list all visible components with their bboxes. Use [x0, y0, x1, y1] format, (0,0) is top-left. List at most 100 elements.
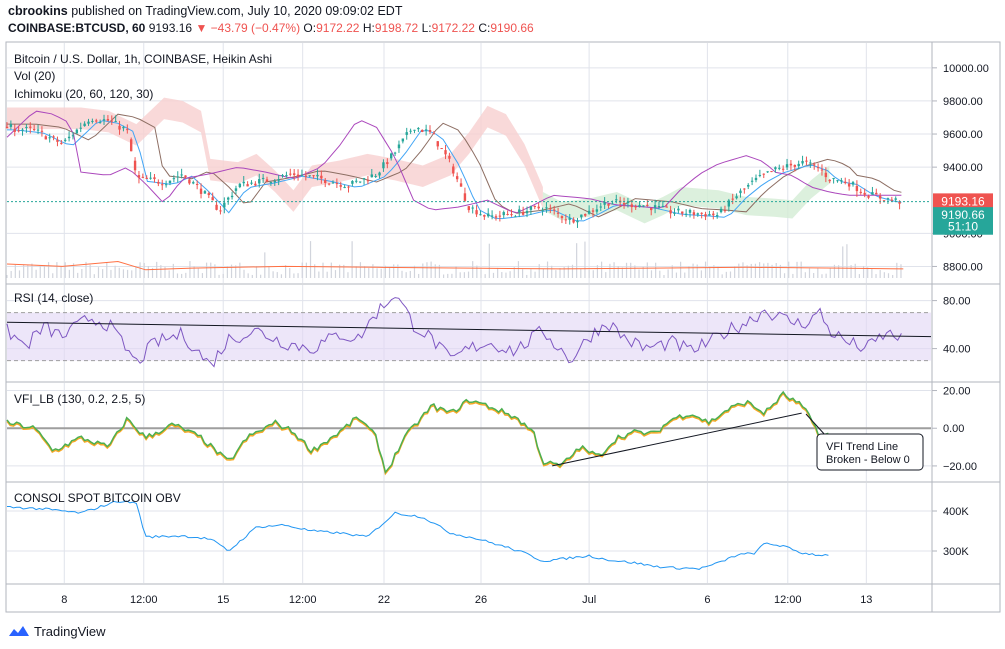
candle-body	[436, 141, 439, 147]
candle-body	[29, 126, 32, 128]
candle-body	[331, 182, 335, 184]
candle-body	[211, 197, 214, 201]
candle-body	[157, 181, 160, 184]
x-tick-label: 6	[704, 594, 710, 606]
candle-body	[890, 199, 894, 201]
candle-body	[281, 175, 284, 177]
candle-body	[541, 210, 544, 212]
price-tag-text: 51:10	[948, 220, 978, 234]
candle-body	[564, 219, 568, 221]
candle-body	[114, 121, 117, 123]
candle-body	[374, 176, 377, 178]
symbol-label[interactable]: COINBASE:BTCUSD, 60	[8, 21, 146, 35]
obv-line	[7, 500, 829, 570]
candle-body	[684, 213, 688, 215]
candle-body	[855, 186, 859, 192]
candle-body	[591, 210, 595, 212]
candle-body	[192, 182, 195, 184]
candle-body	[304, 175, 308, 177]
candle-body	[805, 160, 808, 162]
candle-body	[308, 175, 311, 177]
candle-body	[347, 186, 350, 188]
candle-body	[370, 174, 373, 178]
high-label: H:	[362, 21, 375, 35]
candle-body	[479, 214, 482, 216]
candle-body	[324, 180, 327, 184]
candle-body	[898, 201, 901, 204]
high-value: 9198.72	[374, 21, 419, 35]
callout-box	[816, 433, 924, 471]
publish-line: cbrookins published on TradingView.com, …	[8, 4, 402, 18]
rsi-tick-label: 40.00	[943, 344, 971, 356]
price-pane[interactable]	[5, 97, 931, 278]
obv-tick-label: 300K	[943, 546, 969, 558]
candle-body	[681, 211, 684, 214]
candle-body	[44, 136, 48, 140]
candle-body	[141, 176, 145, 178]
candle-body	[688, 210, 692, 213]
candle-body	[521, 211, 525, 215]
x-tick-label: 26	[475, 594, 487, 606]
candle-body	[630, 204, 634, 208]
candle-body	[719, 208, 723, 213]
ichimoku-conversion-line	[7, 120, 902, 222]
candle-body	[122, 127, 125, 129]
vfi-trendline	[552, 412, 802, 467]
candle-body	[467, 206, 471, 211]
candle-body	[584, 214, 587, 216]
vfi-tick-label: −20.00	[943, 461, 977, 473]
candle-body	[661, 205, 665, 207]
candle-body	[21, 129, 24, 131]
candle-body	[622, 203, 626, 205]
candle-body	[161, 184, 164, 186]
price-tag-text: 9193.16	[941, 194, 985, 208]
candle-body	[483, 215, 486, 217]
candle-body	[673, 212, 676, 214]
vfi-annotation-callout[interactable]: VFI Trend Line Broken - Below 0	[805, 413, 924, 471]
candle-body	[91, 120, 94, 122]
candle-body	[731, 198, 734, 200]
candle-body	[351, 181, 354, 184]
candle-body	[747, 184, 750, 187]
candle-body	[847, 183, 851, 187]
candle-body	[828, 179, 831, 182]
x-tick-label: 12:00	[289, 594, 317, 606]
candle-body	[754, 177, 758, 181]
candle-body	[9, 124, 13, 127]
open-label: O:	[303, 21, 317, 35]
candle-body	[607, 203, 610, 206]
candle-body	[646, 204, 649, 206]
candle-body	[510, 214, 513, 216]
candle-body	[133, 160, 137, 171]
candle-body	[195, 183, 199, 185]
price-tag-text: 9190.66	[941, 208, 985, 222]
candle-body	[863, 192, 866, 195]
candle-body	[230, 195, 234, 198]
x-tick-label: 12:00	[130, 594, 158, 606]
vfi-signal-line	[6, 392, 829, 476]
tradingview-logo-icon[interactable]	[8, 624, 30, 638]
candle-body	[886, 198, 890, 200]
candle-body	[277, 179, 280, 181]
low-value: 9172.22	[431, 21, 475, 35]
candle-body	[424, 129, 428, 131]
vfi-pane[interactable]	[6, 390, 931, 476]
candle-body	[471, 207, 474, 209]
candle-body	[750, 180, 754, 182]
candle-body	[428, 130, 432, 132]
author-name[interactable]: cbrookins	[8, 4, 68, 18]
candle-body	[549, 208, 552, 210]
obv-pane[interactable]	[7, 500, 829, 570]
rsi-pane[interactable]	[6, 297, 932, 368]
price-pane-title: Bitcoin / U.S. Dollar, 1h, COINBASE, Hei…	[14, 52, 272, 66]
callout-pointer	[805, 413, 827, 437]
candle-body	[840, 180, 843, 182]
candle-body	[871, 192, 874, 195]
candle-body	[118, 125, 121, 130]
candle-body	[184, 175, 187, 178]
candle-body	[836, 180, 839, 182]
candle-body	[172, 178, 176, 180]
candle-body	[455, 176, 459, 180]
candle-body	[785, 164, 789, 168]
